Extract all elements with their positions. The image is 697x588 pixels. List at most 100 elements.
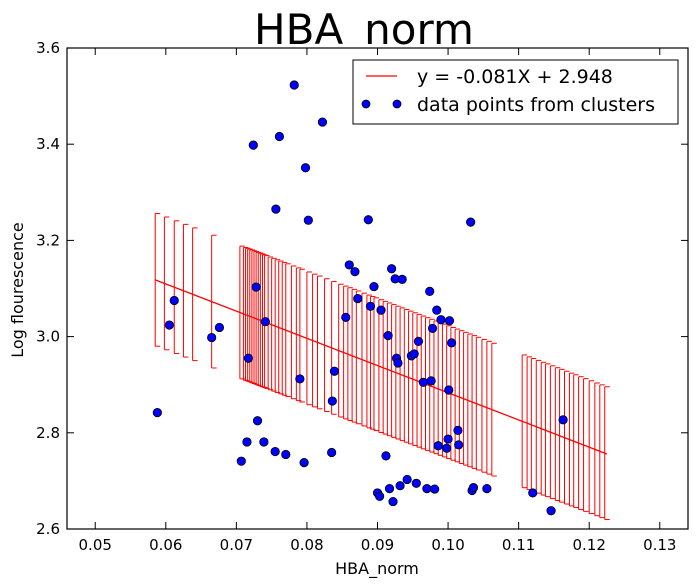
data-point-57 <box>432 305 442 315</box>
data-point-36 <box>381 451 391 461</box>
data-point-72 <box>546 506 556 516</box>
y-tick-label-1: 2.8 <box>36 424 60 442</box>
data-point-71 <box>528 488 538 498</box>
data-point-34 <box>375 491 385 501</box>
data-point-56 <box>430 484 440 494</box>
y-tick-label-2: 3.0 <box>36 328 60 346</box>
x-tick-label-5: 0.10 <box>431 536 464 554</box>
legend-points-label: data points from clusters <box>417 94 655 116</box>
x-tick-labels: 0.05 0.06 0.07 0.08 0.09 0.10 0.11 0.12 0.13 <box>79 536 677 554</box>
data-point-10 <box>252 416 263 426</box>
data-point-38 <box>384 483 395 494</box>
y-tick-labels: 2.6 2.8 3.0 3.2 3.4 3.6 <box>36 39 60 538</box>
data-point-39 <box>387 264 397 274</box>
x-tick-label-2: 0.07 <box>220 536 253 554</box>
y-tick-label-3: 3.2 <box>36 231 60 249</box>
data-point-66 <box>454 440 464 450</box>
data-point-49 <box>411 478 421 488</box>
data-point-8 <box>248 140 258 150</box>
legend-box <box>352 59 679 125</box>
data-point-5 <box>236 456 246 466</box>
data-point-19 <box>299 458 309 468</box>
data-point-63 <box>444 316 455 326</box>
fit-line-group <box>154 279 608 455</box>
data-point-14 <box>271 204 281 214</box>
x-tick-label-0: 0.05 <box>79 536 112 554</box>
data-point-16 <box>281 449 291 460</box>
data-point-27 <box>344 260 354 270</box>
data-point-29 <box>353 294 363 304</box>
data-point-26 <box>341 312 351 322</box>
data-point-25 <box>329 366 340 376</box>
data-point-18 <box>295 374 305 384</box>
data-point-15 <box>274 131 285 142</box>
data-point-0 <box>152 407 162 418</box>
y-tick-label-0: 2.6 <box>36 520 60 538</box>
x-tick-label-6: 0.11 <box>502 536 535 554</box>
data-point-65 <box>453 425 463 435</box>
data-point-70 <box>482 483 492 494</box>
legend-point-swatch-1 <box>361 99 371 109</box>
x-tick-label-8: 0.13 <box>643 536 676 554</box>
x-axis-label: HBA_norm <box>335 559 419 579</box>
data-point-62 <box>444 385 454 395</box>
data-point-53 <box>425 286 435 296</box>
data-point-2 <box>169 295 179 306</box>
data-point-73 <box>558 415 568 425</box>
axis-ticks <box>67 47 688 530</box>
data-point-58 <box>433 441 443 451</box>
y-tick-label-5: 3.6 <box>36 39 60 57</box>
legend: y = -0.081X + 2.948 data points from clu… <box>352 59 679 125</box>
data-point-22 <box>317 117 328 127</box>
x-tick-label-7: 0.12 <box>573 536 606 554</box>
data-point-13 <box>270 446 280 457</box>
data-point-21 <box>303 215 313 225</box>
data-point-6 <box>242 437 252 447</box>
data-point-46 <box>402 474 412 485</box>
data-point-50 <box>413 336 424 347</box>
data-point-60 <box>442 443 452 453</box>
data-point-48 <box>409 349 419 359</box>
data-point-35 <box>376 305 386 315</box>
data-point-37 <box>383 331 393 341</box>
data-point-44 <box>395 481 405 491</box>
data-point-4 <box>214 322 225 333</box>
data-point-52 <box>422 483 432 494</box>
data-point-24 <box>327 396 337 406</box>
data-point-23 <box>327 447 337 458</box>
data-point-28 <box>350 267 360 277</box>
x-tick-label-4: 0.09 <box>361 536 394 554</box>
legend-fit-label: y = -0.081X + 2.948 <box>417 66 613 88</box>
y-tick-label-4: 3.4 <box>36 135 60 153</box>
data-points <box>152 80 568 516</box>
data-point-9 <box>251 282 261 292</box>
data-point-54 <box>426 376 436 386</box>
data-point-17 <box>289 80 299 90</box>
data-point-51 <box>418 377 428 387</box>
data-point-45 <box>397 274 407 284</box>
data-point-40 <box>388 496 398 507</box>
data-point-31 <box>365 301 376 311</box>
data-point-11 <box>259 437 269 447</box>
data-point-69 <box>468 483 479 493</box>
data-point-61 <box>443 434 453 444</box>
data-point-64 <box>446 338 457 348</box>
fit-line <box>154 279 608 455</box>
data-point-43 <box>393 358 403 368</box>
data-point-55 <box>427 323 438 334</box>
legend-point-swatch-2 <box>392 99 402 109</box>
data-point-59 <box>436 315 446 325</box>
data-point-20 <box>300 163 311 173</box>
data-point-30 <box>363 215 373 225</box>
x-tick-label-1: 0.06 <box>149 536 182 554</box>
data-point-12 <box>260 317 270 327</box>
y-axis-label: Log flourescence <box>8 222 27 358</box>
plot-area <box>66 47 689 530</box>
chart-title: HBA_norm <box>254 5 474 54</box>
data-point-67 <box>466 217 476 227</box>
data-point-1 <box>164 320 174 330</box>
x-tick-label-3: 0.08 <box>290 536 323 554</box>
data-point-32 <box>369 281 379 292</box>
data-point-7 <box>243 353 253 363</box>
